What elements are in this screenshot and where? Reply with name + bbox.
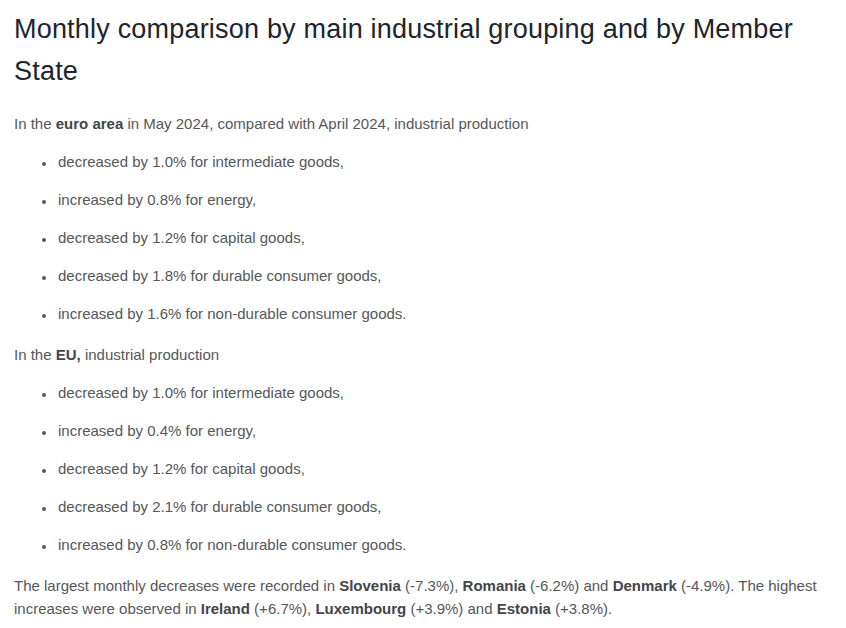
page-title: Monthly comparison by main industrial gr…	[14, 8, 826, 92]
list-item: increased by 1.6% for non-durable consum…	[56, 303, 832, 325]
euro-area-intro-bold: euro area	[56, 115, 124, 132]
eu-intro: In the EU, industrial production	[14, 343, 832, 366]
list-item: decreased by 2.1% for durable consumer g…	[56, 496, 832, 518]
summary-text: (-6.2%) and	[526, 577, 613, 594]
country-denmark: Denmark	[613, 577, 677, 594]
summary-text: The largest monthly decreases were recor…	[14, 577, 339, 594]
list-item: decreased by 1.0% for intermediate goods…	[56, 382, 832, 404]
list-item: decreased by 1.0% for intermediate goods…	[56, 151, 832, 173]
summary-text: (+3.9%) and	[406, 600, 496, 617]
country-romania: Romania	[463, 577, 526, 594]
eu-intro-suffix: industrial production	[81, 346, 219, 363]
euro-area-bullet-list: decreased by 1.0% for intermediate goods…	[14, 151, 832, 325]
euro-area-intro-prefix: In the	[14, 115, 56, 132]
eu-intro-bold: EU,	[56, 346, 81, 363]
country-luxembourg: Luxembourg	[315, 600, 406, 617]
country-estonia: Estonia	[497, 600, 551, 617]
euro-area-intro-suffix: in May 2024, compared with April 2024, i…	[123, 115, 528, 132]
summary-paragraph: The largest monthly decreases were recor…	[14, 574, 832, 620]
article: Monthly comparison by main industrial gr…	[0, 0, 846, 628]
list-item: decreased by 1.2% for capital goods,	[56, 458, 832, 480]
summary-text: (-7.3%),	[401, 577, 463, 594]
eu-bullet-list: decreased by 1.0% for intermediate goods…	[14, 382, 832, 556]
list-item: increased by 0.8% for non-durable consum…	[56, 534, 832, 556]
euro-area-intro: In the euro area in May 2024, compared w…	[14, 112, 832, 135]
eu-intro-prefix: In the	[14, 346, 56, 363]
list-item: increased by 0.8% for energy,	[56, 189, 832, 211]
summary-text: (+6.7%),	[250, 600, 315, 617]
country-slovenia: Slovenia	[339, 577, 401, 594]
summary-text: (+3.8%).	[551, 600, 612, 617]
list-item: increased by 0.4% for energy,	[56, 420, 832, 442]
list-item: decreased by 1.2% for capital goods,	[56, 227, 832, 249]
list-item: decreased by 1.8% for durable consumer g…	[56, 265, 832, 287]
country-ireland: Ireland	[201, 600, 250, 617]
